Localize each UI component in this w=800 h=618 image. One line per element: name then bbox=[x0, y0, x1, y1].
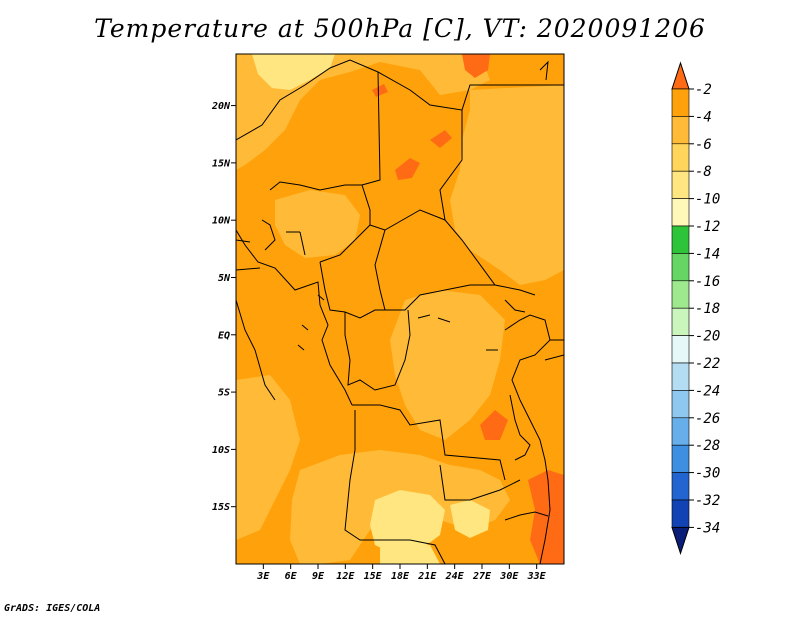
lon-tick-label: 3E bbox=[256, 571, 270, 582]
field-band-4-2-northeast bbox=[462, 54, 490, 78]
colorbar-swatch bbox=[671, 280, 690, 309]
colorbar-level-label: -4 bbox=[695, 109, 712, 125]
field-band-8-6-midwest bbox=[275, 190, 360, 258]
colorbar-level-label: -28 bbox=[695, 438, 720, 454]
colorbar-level-label: -6 bbox=[695, 137, 712, 153]
colorbar-swatch bbox=[671, 444, 690, 473]
colorbar-level-label: -18 bbox=[695, 301, 720, 317]
lon-tick-label: 12E bbox=[336, 571, 355, 582]
lat-tick-label: 20N bbox=[211, 101, 231, 112]
lon-tick-label: 15E bbox=[364, 571, 383, 582]
colorbar-level-label: -26 bbox=[695, 411, 720, 427]
colorbar-swatch bbox=[671, 143, 690, 172]
lat-tick-label: 10N bbox=[212, 216, 231, 227]
colorbar-swatch bbox=[671, 225, 690, 254]
lon-tick-label: 21E bbox=[417, 571, 437, 582]
field-band-4-2-patch3 bbox=[372, 84, 388, 97]
colorbar-level-label: -14 bbox=[695, 246, 720, 262]
colorbar-bottom-arrow bbox=[671, 526, 690, 556]
field-band-10-8-south-east bbox=[450, 500, 490, 538]
colorbar-level-label: -24 bbox=[695, 383, 720, 399]
colorbar-level-label: -8 bbox=[695, 164, 712, 180]
colorbar-level-label: -2 bbox=[695, 82, 712, 98]
colorbar-swatch bbox=[671, 88, 690, 117]
colorbar-level-label: -22 bbox=[695, 356, 720, 372]
lat-tick-label: 15S bbox=[212, 502, 230, 513]
chart-title: Temperature at 500hPa [C], VT: 202009120… bbox=[94, 14, 706, 43]
lon-tick-label: 27E bbox=[472, 571, 492, 582]
field-band-8-6-west bbox=[236, 375, 300, 540]
field-band-4-2-south-east bbox=[528, 470, 564, 564]
colorbar-swatch bbox=[671, 335, 690, 364]
lon-tick-label: 18E bbox=[391, 571, 410, 582]
colorbar-swatch bbox=[671, 417, 690, 446]
field-band-4-2-patch2 bbox=[430, 130, 452, 148]
lon-tick-label: 24E bbox=[445, 571, 465, 582]
field-band-4-2-patch1 bbox=[395, 158, 420, 180]
lon-tick-label: 33E bbox=[527, 571, 547, 582]
colorbar-swatch bbox=[671, 116, 690, 145]
field-band-4-2-lakes bbox=[480, 410, 508, 440]
colorbar-level-label: -20 bbox=[695, 329, 720, 345]
field-band-8-6-east bbox=[450, 85, 564, 285]
lat-tick-label: EQ bbox=[218, 330, 230, 341]
colorbar-swatch bbox=[671, 170, 690, 199]
lat-tick-label: 15N bbox=[212, 158, 231, 169]
field-band-10-8-south-bottom bbox=[380, 545, 440, 564]
colorbar-swatch bbox=[671, 362, 690, 391]
field-band-8-6-central bbox=[390, 290, 505, 440]
lon-tick-label: 9E bbox=[312, 571, 325, 582]
latitude-ticks: 20N 15N 10N 5N EQ 5S 10S 15S bbox=[211, 101, 236, 513]
colorbar-swatch bbox=[671, 472, 690, 501]
colorbar-level-label: -30 bbox=[695, 466, 720, 482]
colorbar-level-label: -16 bbox=[695, 274, 720, 290]
lat-tick-label: 10S bbox=[212, 445, 230, 456]
colorbar-level-label: -10 bbox=[695, 192, 720, 208]
colorbar-swatch bbox=[671, 307, 690, 336]
lat-tick-label: 5N bbox=[218, 273, 231, 284]
colorbar-top-arrow bbox=[671, 61, 690, 90]
colorbar-level-label: -34 bbox=[695, 520, 720, 536]
colorbar-level-label: -32 bbox=[695, 493, 720, 509]
colorbar-level-label: -12 bbox=[695, 219, 720, 235]
country-borders bbox=[236, 59, 564, 564]
field-band-10-8-south bbox=[370, 490, 445, 555]
longitude-ticks: 3E 6E 9E 12E 15E 18E 21E 24E 27E 30E 33E bbox=[256, 564, 547, 582]
grads-credit: GrADS: IGES/COLA bbox=[4, 603, 101, 614]
colorbar-swatch bbox=[671, 253, 690, 282]
lon-tick-label: 6E bbox=[285, 571, 298, 582]
temperature-field bbox=[236, 54, 564, 564]
colorbar-swatch bbox=[671, 390, 690, 419]
colorbar-swatch bbox=[671, 499, 690, 528]
lon-tick-label: 30E bbox=[499, 571, 519, 582]
colorbar-swatch bbox=[671, 198, 690, 227]
colorbar: -2 -4 -6 -8 -10 -12 -14 -16 -18 -20 -22 -24 -26 -28 -3… bbox=[671, 61, 720, 556]
lat-tick-label: 5S bbox=[218, 388, 230, 399]
field-band-10-8-north bbox=[252, 54, 335, 90]
